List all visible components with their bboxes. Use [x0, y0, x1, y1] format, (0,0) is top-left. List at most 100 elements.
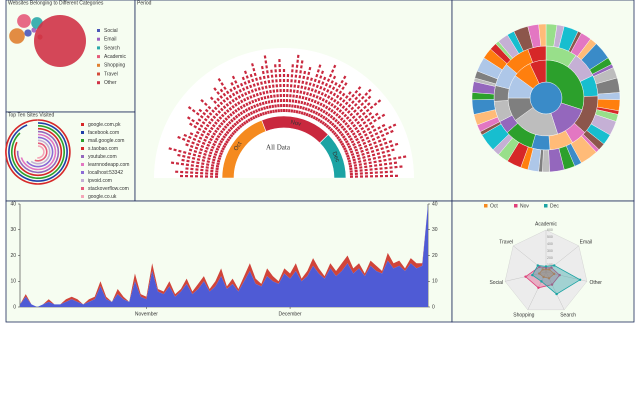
axis-label: Social [489, 280, 503, 286]
y2-tick-label: 30 [432, 227, 438, 233]
day-column [166, 146, 221, 163]
day-column [331, 94, 373, 134]
day-column [349, 161, 400, 171]
panel-title: Top Ten Sites Visited [8, 112, 54, 118]
day-column [346, 142, 401, 161]
legend-label: Dec [550, 203, 559, 209]
day-column [179, 158, 220, 168]
day-column [216, 76, 249, 124]
legend-swatch [97, 46, 100, 50]
legend-label: Oct [490, 203, 498, 209]
day-column [273, 62, 280, 113]
legend-swatch [97, 55, 100, 59]
radar-point [550, 266, 553, 269]
legend-label: ipvoid.com [88, 178, 112, 184]
day-column [321, 91, 347, 125]
month-label: Nov [290, 120, 302, 128]
day-column [325, 84, 363, 129]
legend-label: Social [104, 28, 118, 34]
legend-swatch [81, 179, 84, 182]
bubble [31, 27, 37, 33]
radar-point [531, 273, 534, 277]
day-column [344, 129, 396, 153]
day-column [343, 122, 399, 151]
radar-area [531, 265, 581, 295]
day-column [349, 174, 400, 178]
radar-point [552, 272, 556, 276]
day-column [218, 87, 247, 125]
day-column [230, 73, 256, 120]
day-column [168, 161, 219, 171]
day-column [345, 136, 388, 156]
area [20, 204, 428, 307]
day-column [196, 107, 234, 138]
day-column [307, 74, 327, 118]
day-column [340, 124, 377, 146]
day-column [285, 72, 290, 113]
radar-point [558, 273, 561, 277]
axis-label: Email [580, 239, 593, 245]
radar-point [540, 280, 543, 283]
month-label: Dec [331, 151, 341, 163]
legend-swatch [81, 123, 84, 126]
r-tick-label: 500 [547, 235, 553, 239]
bubble [34, 15, 86, 67]
day-column [249, 71, 265, 116]
legend-swatch [81, 163, 84, 166]
day-column [212, 85, 245, 127]
radar-point [555, 292, 558, 296]
day-column [173, 170, 219, 176]
day-column [346, 139, 395, 158]
day-column [348, 155, 409, 168]
legend-label: Travel [104, 71, 118, 77]
month-label: Oct [233, 141, 243, 152]
day-column [186, 147, 222, 161]
x-tick-label: November [135, 311, 158, 317]
radar-point [536, 264, 539, 267]
day-column [341, 122, 388, 149]
day-column [337, 111, 381, 142]
r-tick-label: 100 [547, 263, 553, 267]
day-column [208, 95, 241, 130]
day-column [198, 97, 237, 134]
y-tick-label: 20 [10, 253, 16, 259]
y2-tick-label: 20 [432, 253, 438, 259]
r-tick-label: 400 [547, 242, 553, 246]
axis-label: Travel [499, 239, 513, 245]
day-column [241, 74, 261, 118]
day-column [183, 167, 219, 173]
day-column [300, 75, 314, 115]
radar-point [550, 283, 554, 286]
day-column [183, 142, 222, 158]
day-column [305, 68, 325, 117]
radar-point [537, 286, 540, 289]
legend-swatch [544, 204, 548, 208]
y2-tick-label: 40 [432, 201, 438, 207]
day-column [215, 96, 243, 129]
legend-swatch [97, 63, 100, 67]
panel-title: Period [137, 0, 152, 6]
radar-point [578, 278, 582, 281]
legend-swatch [81, 195, 84, 198]
day-column [278, 57, 283, 113]
day-column [334, 98, 383, 138]
legend-swatch [484, 204, 488, 208]
day-column [323, 89, 353, 127]
sunburst-segment [538, 23, 547, 47]
axis-label: Shopping [513, 313, 534, 319]
y-tick-label: 10 [10, 279, 16, 285]
day-column [319, 80, 349, 124]
radar-point [524, 275, 527, 278]
legend-swatch [81, 171, 84, 174]
day-column [260, 63, 273, 114]
center-label: All Data [266, 144, 291, 152]
r-tick-label: 200 [547, 256, 553, 260]
radar-point [537, 272, 541, 275]
day-column [195, 117, 231, 142]
radar-point [548, 268, 551, 271]
day-column [203, 107, 235, 136]
day-column [317, 73, 348, 123]
x-tick-label: December [279, 311, 302, 317]
day-column [290, 52, 300, 113]
day-column [298, 64, 312, 115]
